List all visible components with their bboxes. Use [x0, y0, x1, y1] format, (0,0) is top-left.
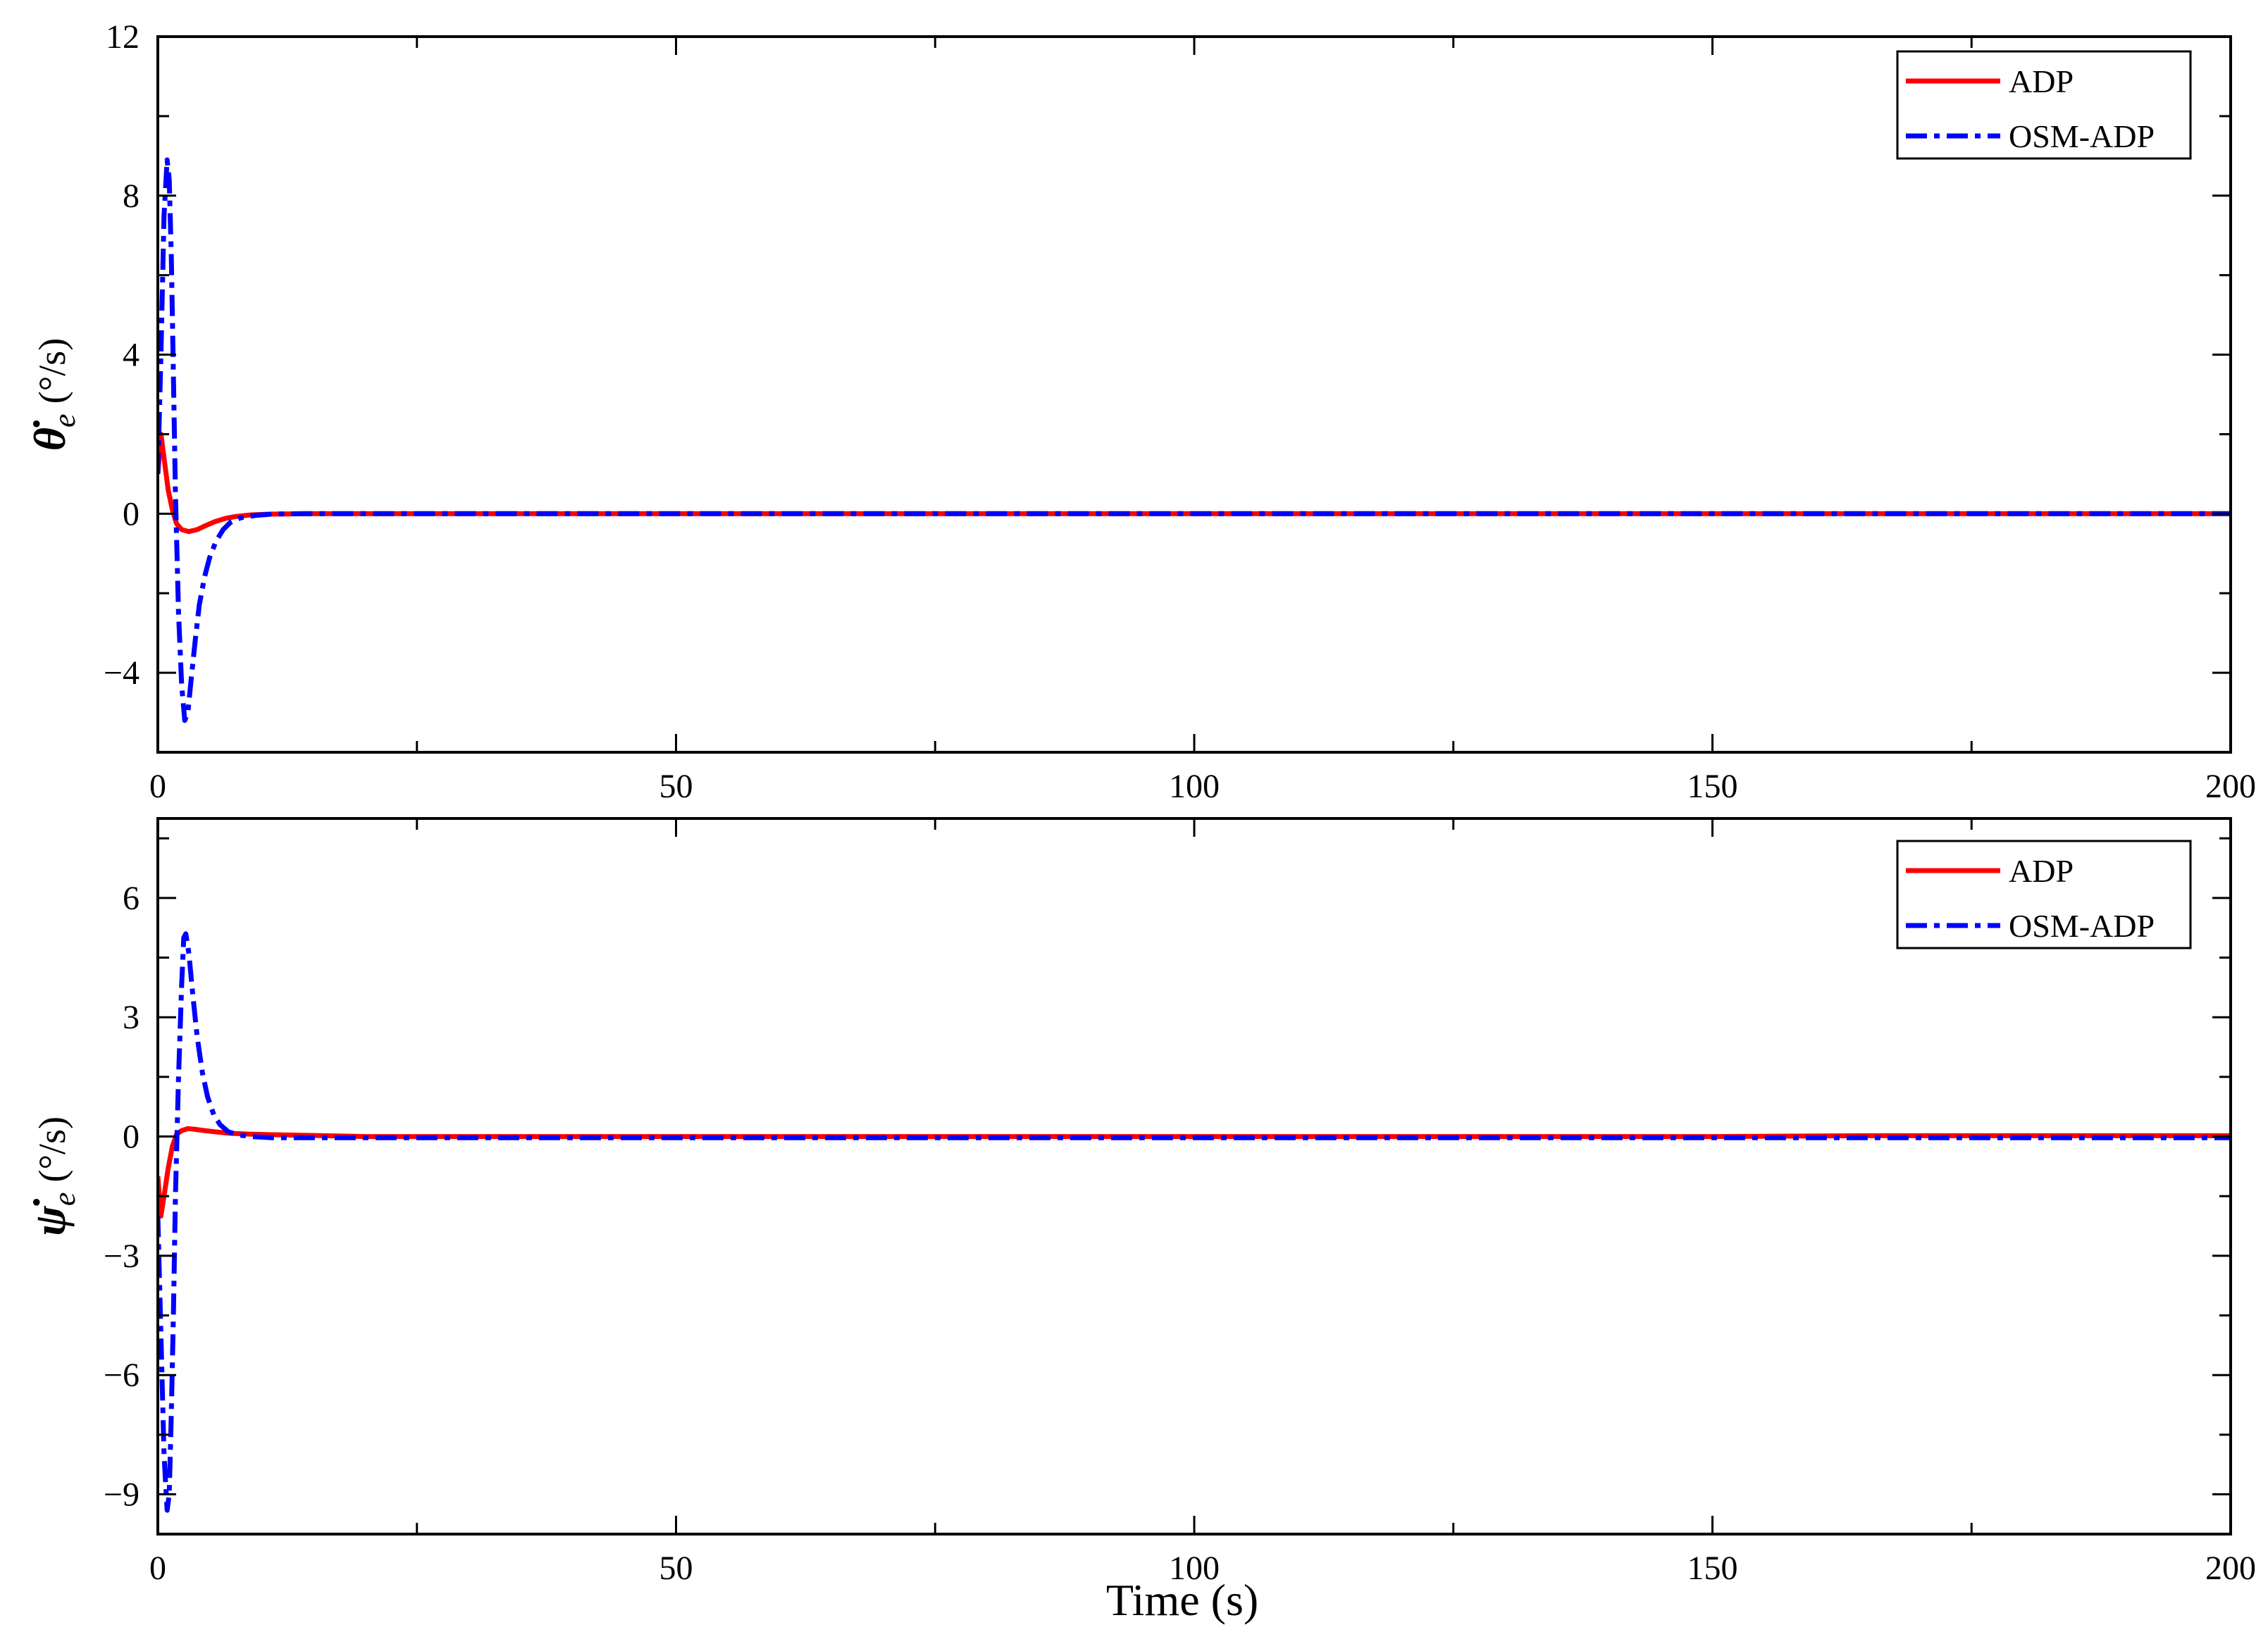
y-tick-label: 12 — [106, 18, 140, 56]
x-tick-label: 200 — [2205, 1550, 2256, 1587]
x-tick-label: 0 — [149, 768, 166, 805]
x-tick-label: 150 — [1687, 768, 1738, 805]
x-axis-label: Time (s) — [1106, 1575, 1258, 1625]
series-line-osm-adp — [158, 157, 2231, 723]
series-line-adp — [158, 431, 2231, 535]
x-tick-label: 50 — [659, 768, 693, 805]
x-tick-label: 100 — [1169, 768, 1220, 805]
legend-label-osm-adp: OSM-ADP — [2009, 908, 2155, 944]
x-tick-label: 200 — [2205, 768, 2256, 805]
legend: ADP OSM-ADP — [1896, 840, 2192, 949]
legend-label-adp: ADP — [2009, 63, 2074, 99]
series-line-adp — [158, 1126, 2231, 1219]
legend: ADP OSM-ADP — [1896, 50, 2192, 160]
y-tick-label: 0 — [123, 1119, 140, 1156]
x-tick-label: 100 — [1169, 1550, 1220, 1587]
plot-area — [158, 931, 2231, 1513]
y-tick-label: 6 — [123, 880, 140, 917]
y-tick-label: 3 — [123, 999, 140, 1036]
legend-label-adp: ADP — [2009, 853, 2074, 889]
y-axis-label: ψ̇e(°/s) — [25, 1116, 82, 1236]
y-tick-label: 4 — [123, 337, 140, 374]
y-tick-label: −4 — [104, 654, 140, 692]
x-tick-label: 50 — [659, 1550, 693, 1587]
y-tick-label: −9 — [104, 1476, 140, 1514]
legend-label-osm-adp: OSM-ADP — [2009, 118, 2155, 154]
series-line-osm-adp — [158, 931, 2231, 1513]
y-axis-label: θ̇e(°/s) — [25, 338, 82, 451]
y-tick-label: −3 — [104, 1238, 140, 1275]
top-panel-theta-rate: 0 50 100 150 200 −4 0 4 8 12 θ̇e(°/s) ADP OSM-ADP — [25, 18, 2256, 805]
plot-area — [158, 157, 2231, 723]
bottom-panel-psi-rate: 0 50 100 150 200 −9 −6 −3 0 3 6 ψ̇e(°/s) Time (s) ADP… — [25, 817, 2256, 1625]
y-tick-label: 8 — [123, 177, 140, 215]
y-tick-label: −6 — [104, 1357, 140, 1394]
x-tick-label: 150 — [1687, 1550, 1738, 1587]
y-tick-label: 0 — [123, 495, 140, 532]
legend-box — [1896, 840, 2192, 949]
x-tick-label: 0 — [149, 1550, 166, 1587]
legend-box — [1896, 50, 2192, 160]
